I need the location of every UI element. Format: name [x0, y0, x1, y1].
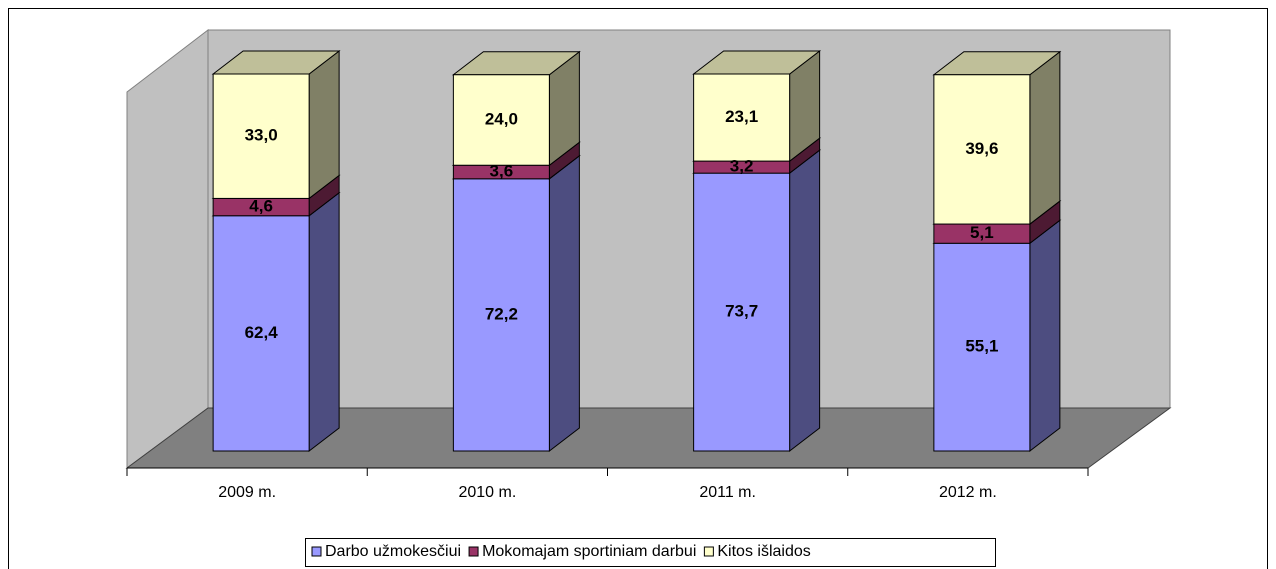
bar	[452, 178, 550, 452]
legend-swatch	[311, 546, 322, 557]
data-label: 3,6	[490, 162, 514, 181]
bar	[933, 242, 1031, 452]
bar	[212, 73, 310, 199]
legend-swatch	[468, 546, 479, 557]
bar-side	[789, 149, 821, 453]
bar	[693, 172, 791, 452]
x-tick-label: 2010 m.	[458, 484, 516, 501]
bar-side	[308, 191, 340, 453]
legend-swatch	[703, 546, 714, 557]
data-label: 5,1	[970, 223, 994, 242]
legend	[305, 538, 996, 567]
x-tick-label: 2011 m.	[699, 484, 756, 501]
side-wall	[126, 28, 209, 469]
bar-side	[1029, 50, 1061, 226]
data-label: 72,2	[485, 304, 518, 323]
data-label: 62,4	[245, 323, 279, 342]
legend-label: Kitos išlaidos	[717, 543, 810, 560]
bar	[933, 74, 1031, 225]
legend-label: Mokomajam sportiniam darbui	[482, 543, 696, 560]
bar-side	[308, 49, 340, 200]
data-label: 24,0	[485, 109, 518, 128]
bar	[452, 74, 550, 166]
data-label: 73,7	[725, 302, 758, 321]
data-label: 55,1	[965, 337, 998, 356]
bar-side	[548, 154, 580, 453]
data-label: 39,6	[965, 139, 998, 158]
legend-label: Darbo užmokesčiui	[325, 543, 461, 560]
data-label: 4,6	[249, 197, 273, 216]
x-tick-label: 2009 m.	[218, 484, 276, 501]
x-tick-label: 2012 m.	[939, 484, 997, 501]
data-label: 3,2	[730, 157, 754, 176]
bar-side	[1029, 219, 1061, 453]
data-label: 33,0	[245, 126, 278, 145]
data-label: 23,1	[725, 107, 758, 126]
bar	[693, 73, 791, 162]
